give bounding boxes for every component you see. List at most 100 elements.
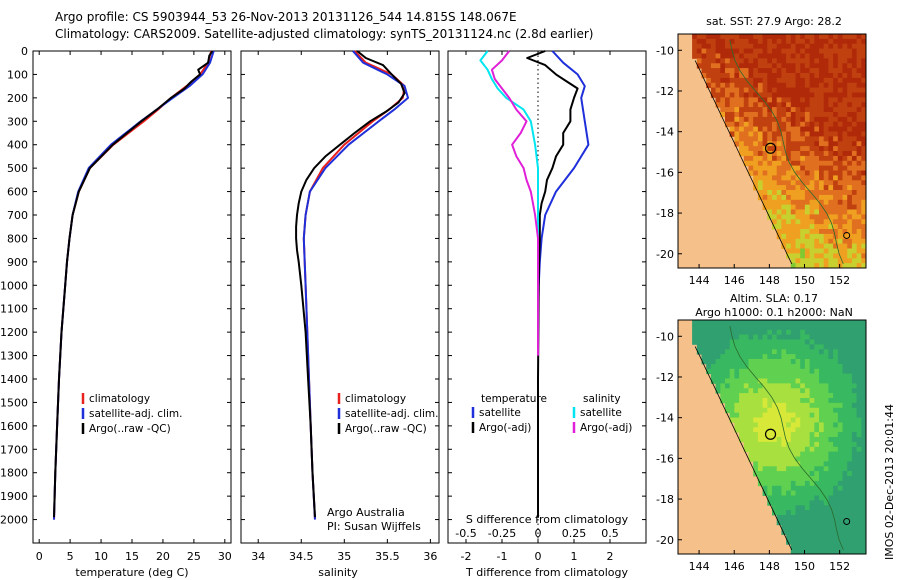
map-cell [800,549,806,555]
map-cell [743,107,749,113]
map-cell [842,437,848,443]
map-cell [804,243,810,249]
map-cell [800,229,806,235]
figure-title-line2: Climatology: CARS2009. Satellite-adjuste… [55,27,593,41]
map-cell [739,87,745,93]
map-cell [819,329,825,336]
map-cell [842,58,848,64]
map-cell [800,82,806,89]
map-cell [795,407,801,414]
map-cell [851,185,857,191]
map-cell [833,451,839,457]
map-cell [833,82,839,89]
map-cell [847,214,853,220]
map-cell [828,97,834,103]
map-cell [795,233,801,240]
map-cell [809,490,815,496]
map-cell [837,524,843,531]
map-cell [786,363,792,370]
map-cell [861,112,867,118]
map-cell [842,263,848,269]
depth-tick-label: 1400 [0,373,28,386]
map-cell [814,224,820,230]
map-cell [795,190,801,196]
map-cell [837,238,843,245]
map-cell [790,58,796,64]
map-cell [819,48,825,54]
temperature-panel [32,50,232,544]
map-cell [753,320,759,326]
map-cell [819,73,825,79]
map-cell [847,131,853,137]
map-cell [696,43,702,50]
map-cell [804,141,810,147]
map-cell [833,412,839,418]
map-cell [795,107,801,113]
map-cell [842,146,848,152]
map-cell [776,160,782,167]
map-cell [842,155,848,162]
map-cell [786,131,792,137]
map-cell [814,214,820,220]
map-cell [833,63,839,69]
map-cell [804,515,810,521]
map-cell [786,354,792,360]
map-cell [772,505,778,511]
map-cell [776,155,782,162]
map-cell [809,238,815,245]
map-cell [781,180,787,186]
map-cell [795,524,801,531]
map-cell [748,43,754,50]
map-cell [743,402,749,409]
map-cell [786,417,792,423]
map-cell [847,180,853,186]
map-cell [847,407,853,414]
map-cell [804,363,810,370]
map-cell [743,151,749,157]
map-cell [753,344,759,350]
map-cell [781,204,787,210]
map-cell [767,170,773,176]
salinity-panel [240,50,440,544]
map-cell [767,82,773,89]
map-cell [734,402,740,409]
map-cell [772,185,778,191]
map-cell [739,77,745,84]
map-cell [753,441,759,448]
map-cell [790,263,796,269]
map-cell [748,441,754,448]
map-cell [753,417,759,423]
map-cell [734,407,740,414]
map-cell [819,480,825,487]
map-cell [847,461,853,467]
map-cell [762,324,768,331]
map-cell [692,329,698,336]
map-cell [861,126,867,132]
map-cell [847,199,853,206]
map-cell [804,368,810,375]
map-cell [809,427,815,433]
map-cell [781,529,787,535]
map-cell [847,248,853,254]
map-cell [800,233,806,240]
map-cell [828,378,834,384]
map-cell [804,58,810,64]
map-cell [861,329,867,336]
map-cell [786,155,792,162]
map-cell [739,131,745,137]
sst-map: 144 146 148 150 152-10-12-14-16-18-20 [656,33,867,287]
map-cell [734,417,740,423]
map-cell [847,63,853,69]
map-cell [809,34,815,40]
map-cell [856,427,862,433]
map-cell [819,199,825,206]
map-cell [795,500,801,506]
map-cell [851,519,857,526]
map-cell [729,359,735,365]
map-cell [809,151,815,157]
map-cell [809,373,815,379]
map-cell [847,466,853,472]
map-cell [781,456,787,462]
map-cell [861,446,867,453]
map-y-tick-label: -12 [656,371,674,384]
